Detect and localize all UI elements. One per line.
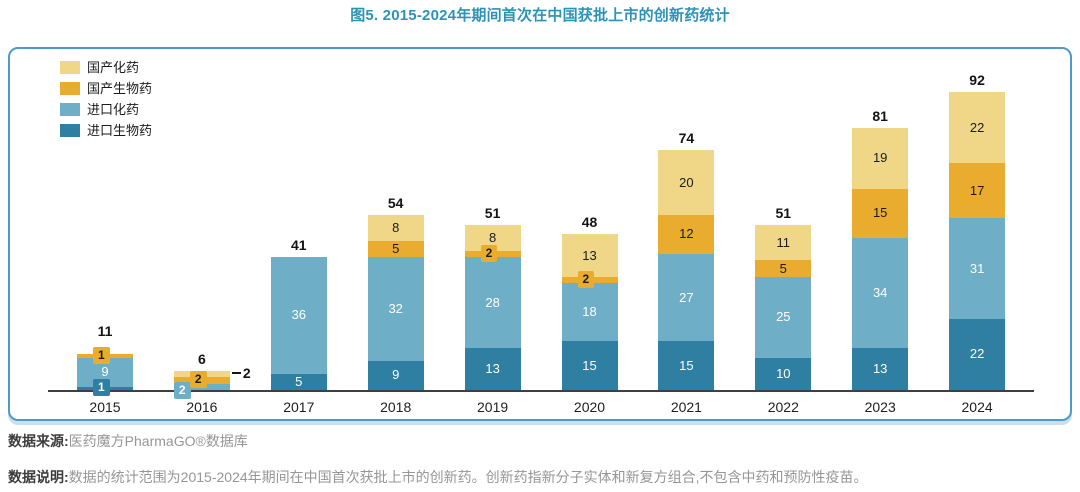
segment-value-chip: 1 [93, 346, 110, 364]
bar-segment-2023-2 [852, 237, 909, 348]
legend-label: 国产生物药 [87, 81, 153, 96]
bar-segment-2024-0 [949, 91, 1006, 164]
bar-segment-2022-3 [755, 357, 812, 390]
bar-segment-2019-2 [464, 257, 521, 348]
bar-total-label-2016: 6 [197, 350, 206, 367]
x-tick-label-2022: 2022 [767, 399, 799, 415]
bar-segment-2023-1 [852, 189, 909, 238]
bar-segment-2024-1 [949, 163, 1006, 219]
callout-value: 2 [242, 364, 251, 381]
legend-swatch-icon [60, 124, 80, 137]
bar-total-label-2020: 48 [581, 214, 598, 231]
chart-panel: 国产化药 国产生物药 进口化药 进口生物药 1 9 1 11 2015 2 2 2 6 2016 5 36 4… [8, 47, 1072, 421]
bar-total-label-2017: 41 [291, 237, 307, 254]
data-note-text: 数据的统计范围为2015-2024年期间在中国首次获批上市的创新药。创新药指新分… [68, 469, 868, 485]
data-source-line: 数据来源:医药魔方PharmaGO®数据库 [8, 431, 248, 451]
x-tick-label-2024: 2024 [961, 399, 993, 415]
bar-segment-2021-0 [658, 150, 715, 216]
bar-segment-2024-3 [949, 318, 1006, 390]
segment-value-chip: 1 [93, 379, 110, 397]
x-tick-label-2017: 2017 [283, 399, 315, 415]
bar-total-label-2015: 11 [97, 323, 113, 340]
legend-swatch-icon [60, 61, 80, 74]
legend-label: 进口化药 [87, 102, 140, 117]
data-note-label: 数据说明: [8, 469, 69, 485]
bar-total-label-2023: 81 [872, 107, 888, 124]
page-title: 图5. 2015-2024年期间首次在中国获批上市的创新药统计 [350, 7, 730, 24]
x-tick-label-2016: 2016 [186, 399, 218, 415]
bar-segment-2023-3 [852, 347, 909, 390]
x-axis-line [48, 390, 1034, 392]
x-tick-label-2018: 2018 [380, 399, 412, 415]
segment-value-chip: 2 [577, 270, 595, 288]
bar-segment-2022-0 [755, 224, 812, 261]
bar-segment-2021-1 [658, 215, 715, 254]
bar-segment-2017-3 [270, 373, 327, 390]
segment-value-chip: 2 [189, 371, 207, 389]
bar-segment-2018-1 [367, 240, 424, 258]
x-tick-label-2023: 2023 [864, 399, 896, 415]
bar-total-label-2021: 74 [678, 130, 695, 147]
callout-line-icon [231, 371, 241, 374]
x-tick-label-2021: 2021 [670, 399, 702, 415]
bar-total-label-2018: 54 [387, 195, 404, 212]
legend-item-1: 国产生物药 [60, 78, 152, 99]
bar-total-label-2024: 92 [969, 71, 985, 88]
bar-segment-2018-0 [367, 215, 424, 241]
bar-segment-2022-1 [755, 260, 812, 277]
legend-swatch-icon [60, 103, 80, 116]
chart-legend: 国产化药国产生物药进口化药进口生物药 [60, 57, 152, 141]
bar-segment-2020-0 [561, 234, 618, 277]
data-source-label: 数据来源: [8, 433, 69, 449]
x-tick-label-2019: 2019 [477, 399, 509, 415]
bar-total-label-2022: 51 [775, 204, 792, 221]
legend-item-3: 进口生物药 [60, 120, 152, 141]
data-note-line: 数据说明:数据的统计范围为2015-2024年期间在中国首次获批上市的创新药。创… [8, 467, 868, 487]
bar-segment-2017-2 [270, 257, 327, 374]
bar-segment-2020-3 [561, 341, 618, 390]
bar-segment-2019-3 [464, 347, 521, 390]
segment-value-chip: 2 [173, 381, 191, 399]
bar-segment-2020-2 [561, 283, 618, 342]
bar-segment-2021-2 [658, 253, 715, 342]
segment-value-chip: 2 [480, 244, 498, 262]
legend-swatch-icon [60, 82, 80, 95]
bar-segment-2021-3 [658, 341, 715, 390]
bar-segment-2023-0 [852, 127, 909, 190]
bar-segment-2024-2 [949, 218, 1006, 319]
legend-label: 进口生物药 [87, 123, 153, 138]
chart-plot-area: 1 9 1 11 2015 2 2 2 6 2016 5 36 41 2017 9 32 5 8 54 2018 13 2… [10, 49, 1070, 419]
bar-segment-2022-2 [755, 276, 812, 358]
legend-item-0: 国产化药 [60, 57, 152, 78]
bar-segment-2018-2 [367, 257, 424, 361]
x-tick-label-2015: 2015 [89, 399, 121, 415]
legend-label: 国产化药 [87, 60, 140, 75]
x-tick-label-2020: 2020 [573, 399, 606, 415]
bar-total-label-2019: 51 [484, 204, 501, 221]
data-source-text: 医药魔方PharmaGO®数据库 [68, 433, 248, 449]
bar-segment-2018-3 [367, 360, 424, 390]
segment-callout-label: 2 [231, 364, 251, 381]
legend-item-2: 进口化药 [60, 99, 152, 120]
